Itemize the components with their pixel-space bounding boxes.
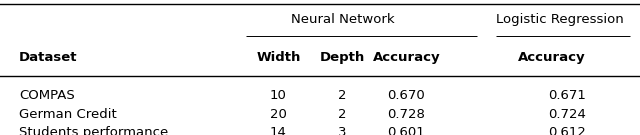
Text: 14: 14 <box>270 126 287 135</box>
Text: 3: 3 <box>338 126 347 135</box>
Text: 2: 2 <box>338 89 347 102</box>
Text: Depth: Depth <box>320 51 365 64</box>
Text: Accuracy: Accuracy <box>518 51 586 64</box>
Text: Neural Network: Neural Network <box>291 13 394 26</box>
Text: 10: 10 <box>270 89 287 102</box>
Text: Accuracy: Accuracy <box>372 51 440 64</box>
Text: COMPAS: COMPAS <box>19 89 75 102</box>
Text: 2: 2 <box>338 108 347 121</box>
Text: 0.612: 0.612 <box>548 126 586 135</box>
Text: 0.728: 0.728 <box>387 108 426 121</box>
Text: Dataset: Dataset <box>19 51 77 64</box>
Text: 0.671: 0.671 <box>548 89 586 102</box>
Text: 0.670: 0.670 <box>388 89 425 102</box>
Text: Students performance: Students performance <box>19 126 168 135</box>
Text: Logistic Regression: Logistic Regression <box>496 13 624 26</box>
Text: Width: Width <box>256 51 301 64</box>
Text: German Credit: German Credit <box>19 108 117 121</box>
Text: 0.601: 0.601 <box>388 126 425 135</box>
Text: 20: 20 <box>270 108 287 121</box>
Text: 0.724: 0.724 <box>548 108 586 121</box>
